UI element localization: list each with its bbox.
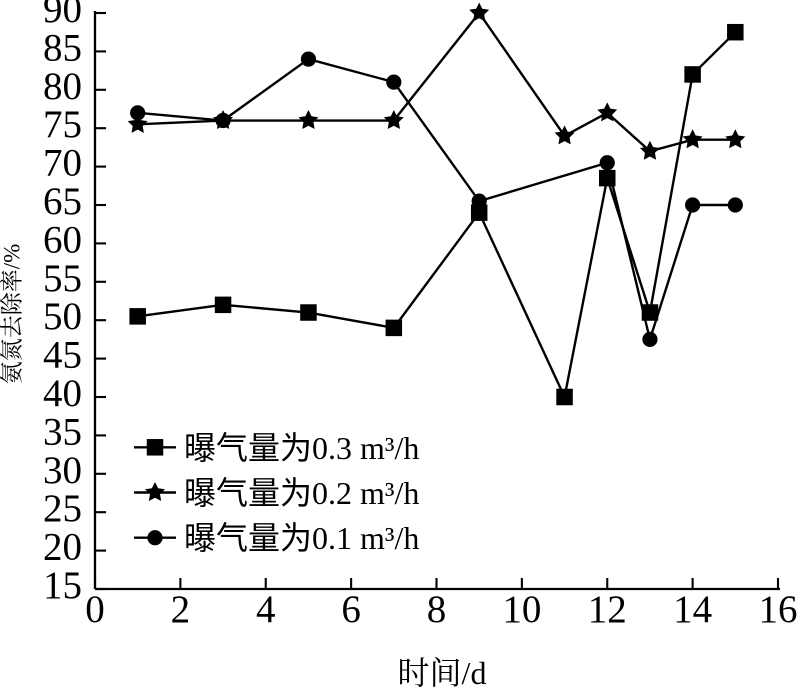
svg-text:55: 55 [43, 257, 82, 300]
svg-text:6: 6 [341, 588, 361, 631]
svg-text:0: 0 [85, 588, 105, 631]
svg-text:70: 70 [43, 142, 82, 185]
svg-text:35: 35 [43, 410, 82, 453]
svg-text:8: 8 [427, 588, 447, 631]
svg-text:2: 2 [171, 588, 191, 631]
svg-text:16: 16 [759, 588, 798, 631]
svg-text:65: 65 [43, 180, 82, 223]
svg-text:50: 50 [43, 295, 82, 338]
svg-text:90: 90 [43, 0, 82, 31]
svg-text:10: 10 [502, 588, 541, 631]
svg-text:曝气量为0.3 m³/h: 曝气量为0.3 m³/h [184, 430, 419, 466]
svg-text:45: 45 [43, 334, 82, 377]
svg-text:曝气量为0.1 m³/h: 曝气量为0.1 m³/h [184, 520, 419, 556]
svg-text:80: 80 [43, 65, 82, 108]
svg-text:15: 15 [43, 564, 82, 607]
svg-text:30: 30 [43, 449, 82, 492]
svg-text:曝气量为0.2 m³/h: 曝气量为0.2 m³/h [184, 475, 419, 511]
svg-text:20: 20 [43, 526, 82, 569]
svg-text:14: 14 [673, 588, 712, 631]
svg-text:75: 75 [43, 103, 82, 146]
svg-text:85: 85 [43, 26, 82, 69]
svg-text:25: 25 [43, 487, 82, 530]
svg-text:12: 12 [588, 588, 627, 631]
svg-text:4: 4 [256, 588, 276, 631]
svg-text:40: 40 [43, 372, 82, 415]
svg-text:60: 60 [43, 218, 82, 261]
